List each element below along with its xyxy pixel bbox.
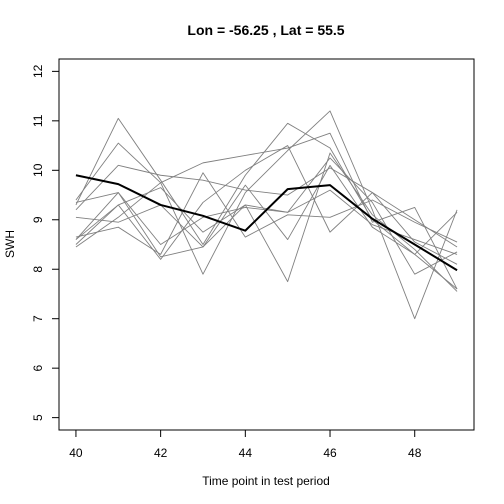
series-line-9	[75, 172, 458, 255]
x-tick-label: 48	[408, 446, 422, 460]
series-line-3	[75, 145, 458, 265]
y-tick-label: 7	[31, 315, 45, 322]
y-axis: 5 6 7 8 9 10 11 12	[31, 64, 60, 421]
y-tick-label: 6	[31, 365, 45, 372]
x-tick-label: 44	[239, 446, 253, 460]
y-tick-label: 8	[31, 266, 45, 273]
y-tick-label: 10	[31, 163, 45, 177]
y-tick-label: 11	[31, 114, 45, 127]
series-line-4	[75, 132, 458, 290]
chart-title: Lon = -56.25 , Lat = 55.5	[187, 22, 344, 38]
series-line-mean	[75, 174, 458, 272]
series-line-1	[75, 117, 458, 290]
x-tick-label: 42	[154, 446, 168, 460]
x-axis-label: Time point in test period	[202, 474, 330, 488]
y-tick-label: 12	[31, 64, 45, 78]
y-tick-label: 9	[31, 216, 45, 223]
x-tick-label: 40	[69, 446, 83, 460]
y-axis-label: SWH	[3, 230, 17, 258]
series-line-8	[75, 164, 458, 255]
series-layer	[75, 110, 458, 320]
series-line-7	[75, 152, 458, 292]
plot-frame	[58, 58, 475, 431]
x-axis: 40 42 44 46 48	[69, 429, 422, 460]
y-tick-label: 5	[31, 414, 45, 421]
series-line-2	[75, 110, 458, 320]
x-tick-label: 46	[323, 446, 337, 460]
series-line-6	[75, 164, 458, 248]
